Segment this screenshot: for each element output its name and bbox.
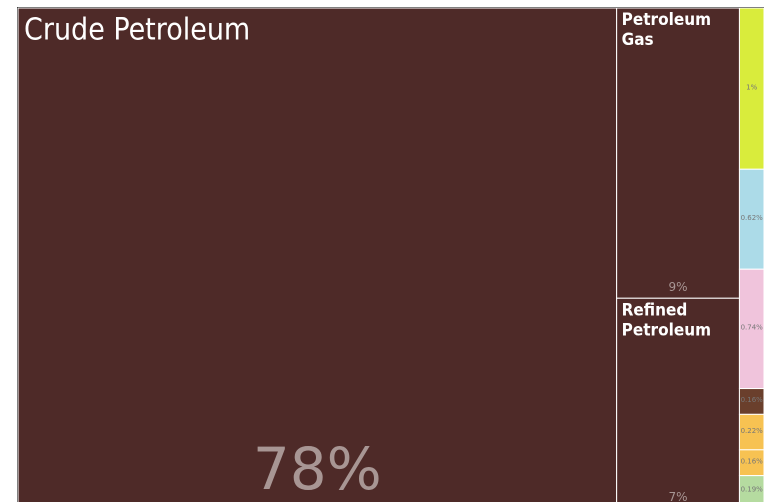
value-label: 0.22%: [741, 427, 764, 435]
tile-label: Petroleum Gas: [622, 10, 711, 50]
value-label: 7%: [669, 490, 688, 502]
tile: [738, 7, 764, 170]
value-label: 78%: [253, 435, 382, 502]
value-label: 1%: [746, 83, 757, 91]
tile: [616, 7, 740, 299]
value-label: 0.19%: [741, 486, 764, 494]
tile-label: Crude Petroleum: [24, 13, 250, 48]
value-label: 9%: [669, 280, 688, 294]
tile: [17, 7, 618, 502]
tile: [616, 297, 740, 502]
tile: [738, 413, 764, 451]
tile: [738, 268, 764, 390]
value-label: 0.74%: [741, 324, 764, 332]
tile-label: Refined Petroleum: [622, 300, 711, 340]
value-label: 0.16%: [741, 458, 764, 466]
value-label: 0.62%: [741, 214, 764, 222]
value-label: 0.16%: [741, 396, 764, 404]
